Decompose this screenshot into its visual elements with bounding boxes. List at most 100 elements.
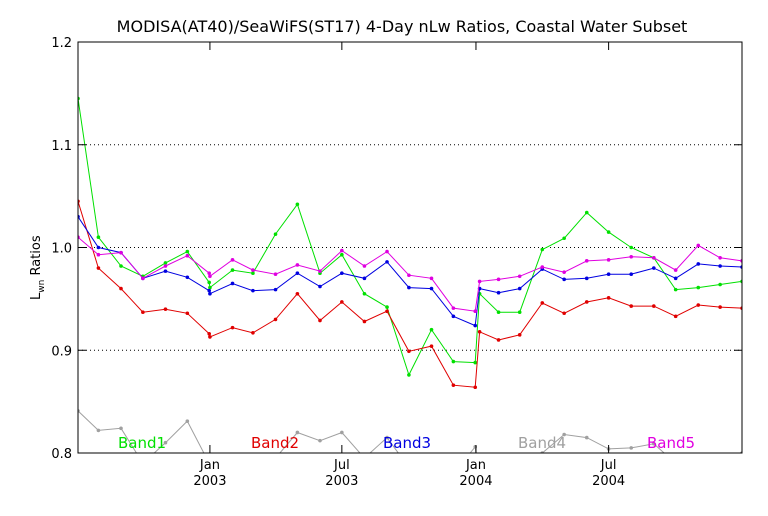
data-point-band4 [718, 456, 722, 460]
legend-item-band5: Band5 [647, 434, 695, 452]
data-point-band2 [96, 266, 101, 270]
data-point-band5 [318, 269, 322, 273]
data-point-band4 [584, 435, 589, 440]
data-point-band2 [562, 311, 566, 316]
data-point-band1 [496, 310, 501, 315]
data-point-band4 [96, 428, 101, 433]
data-point-band3 [429, 286, 434, 291]
data-point-band3 [496, 290, 501, 295]
data-point-band4 [674, 461, 678, 465]
y-axis-label-main: L [29, 292, 44, 300]
data-point-band5 [562, 270, 566, 274]
data-point-band3 [606, 272, 611, 277]
x-tick-label-year: 2003 [325, 474, 358, 489]
chart-title: MODISA(AT40)/SeaWiFS(ST17) 4-Day nLw Rat… [117, 17, 688, 36]
y-axis-label-rest: Ratios [29, 235, 44, 280]
data-point-band3 [473, 323, 478, 328]
data-point-band1 [273, 232, 278, 236]
data-point-band2 [185, 311, 190, 316]
data-point-band1 [163, 261, 168, 265]
data-point-band2 [407, 349, 411, 354]
data-point-band1 [562, 236, 566, 241]
data-point-band5 [477, 279, 482, 284]
series-layer [78, 96, 742, 476]
data-point-band1 [517, 310, 522, 315]
legend-item-band1: Band1 [118, 434, 166, 452]
y-tick-label: 1.1 [51, 139, 72, 154]
legend-item-band2: Band2 [251, 434, 299, 452]
data-point-band5 [606, 258, 611, 262]
data-point-band1 [96, 235, 101, 240]
data-point-band2 [362, 319, 367, 324]
y-tick-label: 1.0 [51, 242, 72, 257]
legend-item-band3: Band3 [383, 434, 431, 452]
data-point-band5 [673, 268, 678, 272]
data-point-band4 [185, 419, 190, 423]
data-point-band1 [207, 280, 211, 285]
data-point-band4 [497, 472, 501, 476]
data-point-band5 [251, 268, 255, 272]
data-point-band5 [473, 309, 478, 314]
data-point-band1 [185, 249, 190, 254]
x-tick-label-month: Jul [333, 458, 350, 473]
data-point-band2 [295, 291, 300, 296]
data-point-band1 [451, 359, 456, 364]
data-point-band1 [629, 245, 634, 250]
data-point-band1 [385, 305, 389, 309]
data-point-band3 [295, 271, 300, 275]
data-point-band1 [673, 287, 678, 292]
data-point-band5 [230, 258, 235, 262]
data-point-band1 [251, 271, 255, 275]
data-point-band4 [452, 472, 456, 476]
data-point-band5 [362, 264, 367, 268]
data-point-band1 [208, 285, 212, 290]
data-point-band2 [517, 333, 522, 337]
data-point-band1 [429, 327, 434, 332]
y-tick-label: 0.8 [51, 447, 72, 462]
data-point-band1 [230, 268, 235, 272]
data-point-band5 [141, 276, 145, 281]
data-point-band2 [318, 318, 322, 323]
x-tick-label-year: 2003 [193, 474, 226, 489]
series-band4 [78, 409, 742, 476]
data-point-band3 [451, 314, 456, 319]
x-tick-label-month: Jul [600, 458, 617, 473]
data-point-band4 [163, 440, 168, 445]
data-point-band3 [207, 288, 211, 293]
data-point-band5 [496, 277, 501, 282]
data-point-band1 [340, 252, 344, 257]
data-point-band3 [562, 277, 566, 282]
legend-item-band4: Band4 [518, 434, 566, 452]
data-point-band5 [119, 250, 123, 255]
data-point-band3 [96, 245, 101, 250]
data-point-band3 [318, 284, 322, 289]
data-point-band2 [696, 303, 701, 307]
data-point-band3 [407, 285, 411, 290]
data-point-band1 [540, 247, 545, 252]
x-tick-label-month: Jan [465, 458, 486, 473]
data-point-band3 [696, 262, 701, 266]
data-point-band5 [652, 255, 656, 260]
data-point-band5 [185, 253, 190, 258]
x-tick-label-month: Jan [199, 458, 220, 473]
data-point-band2 [606, 296, 611, 300]
data-point-band2 [207, 332, 211, 336]
data-point-band5 [629, 254, 634, 259]
data-point-band2 [540, 301, 545, 305]
data-point-band3 [584, 276, 589, 281]
data-point-band1 [362, 291, 367, 296]
data-point-band1 [407, 373, 411, 377]
series-line-band3 [78, 216, 742, 327]
data-point-band3 [163, 269, 168, 273]
data-point-band2 [141, 310, 145, 315]
data-point-band3 [362, 276, 367, 281]
data-point-band1 [584, 210, 589, 215]
y-axis-label-subscript: wn [37, 280, 47, 293]
data-point-band4 [629, 446, 634, 450]
data-point-band5 [96, 252, 101, 257]
data-point-band4 [231, 461, 235, 465]
data-point-band4 [274, 456, 278, 460]
